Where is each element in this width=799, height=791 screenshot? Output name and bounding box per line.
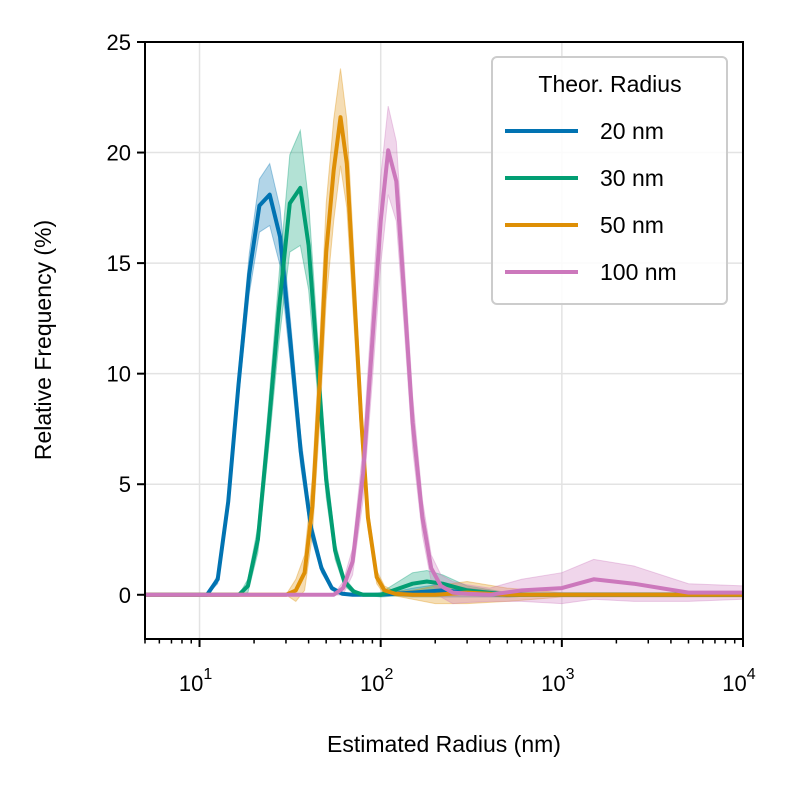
- series-band: [145, 68, 743, 605]
- y-axis-label: Relative Frequency (%): [30, 220, 56, 460]
- y-tick-label: 10: [107, 362, 131, 387]
- x-tick-label: 102: [360, 666, 393, 696]
- y-axis: 0 5 10 15 20 25: [107, 30, 145, 608]
- series-band: [145, 128, 743, 598]
- confidence-bands: [145, 68, 743, 605]
- y-tick-label: 5: [119, 472, 131, 497]
- x-tick-label: 101: [179, 666, 212, 696]
- legend-label: 30 nm: [600, 165, 664, 191]
- plot-frame: [144, 41, 744, 640]
- series-band: [145, 105, 743, 605]
- legend-title: Theor. Radius: [538, 71, 681, 97]
- legend-label: 50 nm: [600, 212, 664, 238]
- y-tick-label: 0: [119, 583, 131, 608]
- series-lines: [145, 115, 743, 597]
- x-tick-label: 103: [541, 666, 574, 696]
- y-tick-label: 25: [107, 30, 131, 55]
- x-axis: 101 102 103 104: [144, 639, 756, 696]
- legend-box: [491, 56, 728, 305]
- y-tick-label: 20: [107, 141, 131, 166]
- legend-label: 20 nm: [600, 118, 664, 144]
- x-tick-label: 104: [722, 666, 755, 696]
- series-line: [145, 148, 743, 597]
- legend: Theor. Radius 20 nm 30 nm 50 nm 100 nm: [491, 56, 728, 305]
- y-tick-label: 15: [107, 251, 131, 276]
- legend-label: 100 nm: [600, 259, 677, 285]
- series-band: [145, 162, 743, 598]
- x-axis-label: Estimated Radius (nm): [327, 731, 561, 757]
